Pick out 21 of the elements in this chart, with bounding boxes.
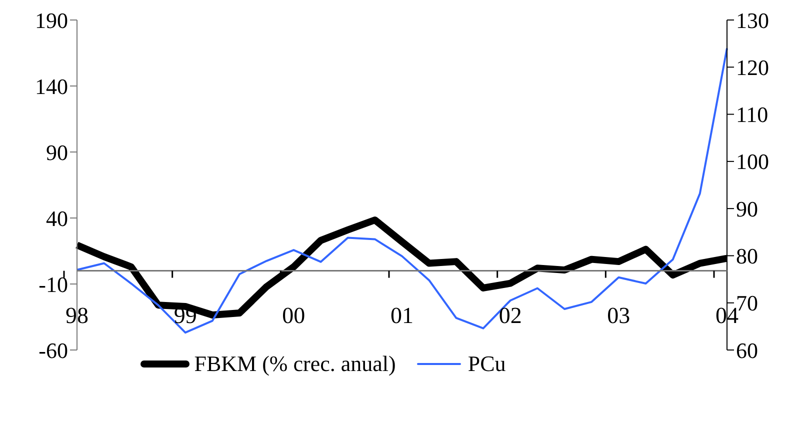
- y2-tick-label: 80: [736, 244, 758, 269]
- y-tick-label: -60: [38, 338, 68, 363]
- y2-tick-label: 110: [736, 102, 768, 128]
- x-tick-label: 01: [390, 302, 414, 328]
- x-tick-label: 03: [607, 302, 630, 328]
- y2-tick-label: 130: [736, 8, 769, 33]
- legend-label: FBKM (% crec. anual): [194, 351, 396, 377]
- y-tick-label: 140: [35, 74, 68, 99]
- y-tick-label: 190: [35, 8, 68, 33]
- legend-label: PCu: [468, 351, 506, 377]
- y2-tick-label: 60: [736, 338, 758, 363]
- y-tick-label: 40: [46, 206, 68, 231]
- x-tick-label: 98: [66, 302, 88, 328]
- y2-tick-label: 70: [736, 290, 758, 316]
- y2-tick-label: 90: [736, 196, 758, 222]
- y2-tick-label: 120: [736, 54, 769, 80]
- y-tick-label: -10: [38, 272, 68, 297]
- x-tick-label: 00: [282, 302, 306, 328]
- y2-tick-label: 100: [736, 149, 769, 174]
- y-tick-label: 90: [46, 140, 68, 165]
- x-tick-label: 02: [498, 302, 522, 328]
